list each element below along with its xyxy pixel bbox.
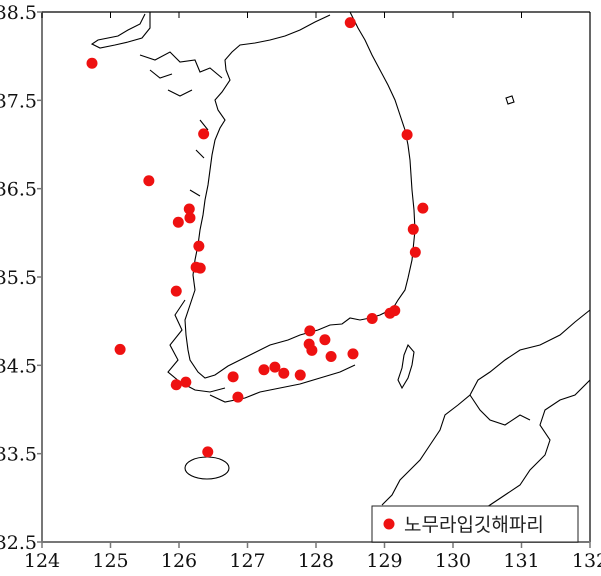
jellyfish-sighting-point [198, 128, 210, 140]
jellyfish-sighting-point [172, 216, 184, 228]
jellyfish-sighting-point [304, 325, 316, 337]
jellyfish-sighting-point [227, 371, 239, 383]
north-korea-west-coast [90, 12, 151, 49]
jellyfish-sighting-point [401, 129, 413, 141]
ulleungdo-island [505, 95, 515, 105]
x-tick-label: 132 [572, 550, 601, 572]
x-tick-label: 127 [229, 550, 265, 572]
legend-marker [383, 518, 395, 530]
jellyfish-sighting-point [143, 175, 155, 187]
jellyfish-sighting-point [407, 223, 419, 235]
y-tick-label: 36.5 [0, 179, 37, 201]
y-tick-label: 38.5 [0, 2, 37, 24]
jellyfish-sighting-point [344, 17, 356, 29]
jellyfish-sighting-point [366, 313, 378, 325]
jellyfish-sighting-point [319, 334, 331, 346]
jellyfish-sighting-point [86, 57, 98, 69]
legend-box [371, 505, 579, 543]
jellyfish-sighting-point [306, 344, 318, 356]
jellyfish-sighting-point [180, 376, 192, 388]
x-tick-label: 130 [435, 550, 471, 572]
jellyfish-sighting-point [325, 351, 337, 362]
jellyfish-sighting-point [202, 446, 214, 458]
x-tick-label: 125 [92, 550, 128, 572]
west-coast-inlets [139, 51, 356, 403]
x-tick-label: 128 [298, 550, 334, 572]
jellyfish-sighting-point [193, 240, 205, 252]
tsushima-island [397, 343, 415, 390]
axes [41, 11, 591, 543]
jellyfish-sighting-point [278, 367, 290, 379]
data-points [86, 17, 429, 458]
y-tick-label: 37.5 [0, 90, 37, 112]
jellyfish-sighting-point [183, 203, 195, 215]
x-tick-label: 129 [366, 550, 402, 572]
legend-label: 노무라입깃해파리 [404, 514, 544, 536]
x-tick-label: 126 [161, 550, 197, 572]
jellyfish-sighting-point [417, 202, 429, 214]
korean-peninsula-coast [184, 11, 416, 379]
jellyfish-sighting-point [170, 285, 182, 297]
jellyfish-sighting-point [232, 391, 244, 403]
x-tick-label: 131 [503, 550, 539, 572]
legend: 노무라입깃해파리 [371, 505, 579, 543]
jellyfish-sighting-point [347, 348, 359, 360]
jellyfish-sighting-point [184, 212, 196, 224]
coastline [90, 11, 591, 543]
jellyfish-sighting-point [194, 262, 206, 274]
jeju-island [184, 456, 230, 480]
jellyfish-sighting-point [170, 379, 182, 391]
jellyfish-sighting-point [389, 305, 401, 317]
y-tick-label: 34.5 [0, 355, 37, 377]
jellyfish-sighting-point [294, 369, 306, 381]
y-tick-label: 32.5 [0, 532, 37, 554]
jellyfish-sighting-point [409, 246, 421, 258]
x-tick-label: 124 [24, 550, 60, 572]
jellyfish-sighting-point [258, 364, 270, 376]
jellyfish-sighting-point [269, 361, 281, 373]
jellyfish-sighting-point [114, 343, 126, 355]
y-tick-label: 33.5 [0, 444, 37, 466]
y-tick-label: 35.5 [0, 267, 37, 289]
